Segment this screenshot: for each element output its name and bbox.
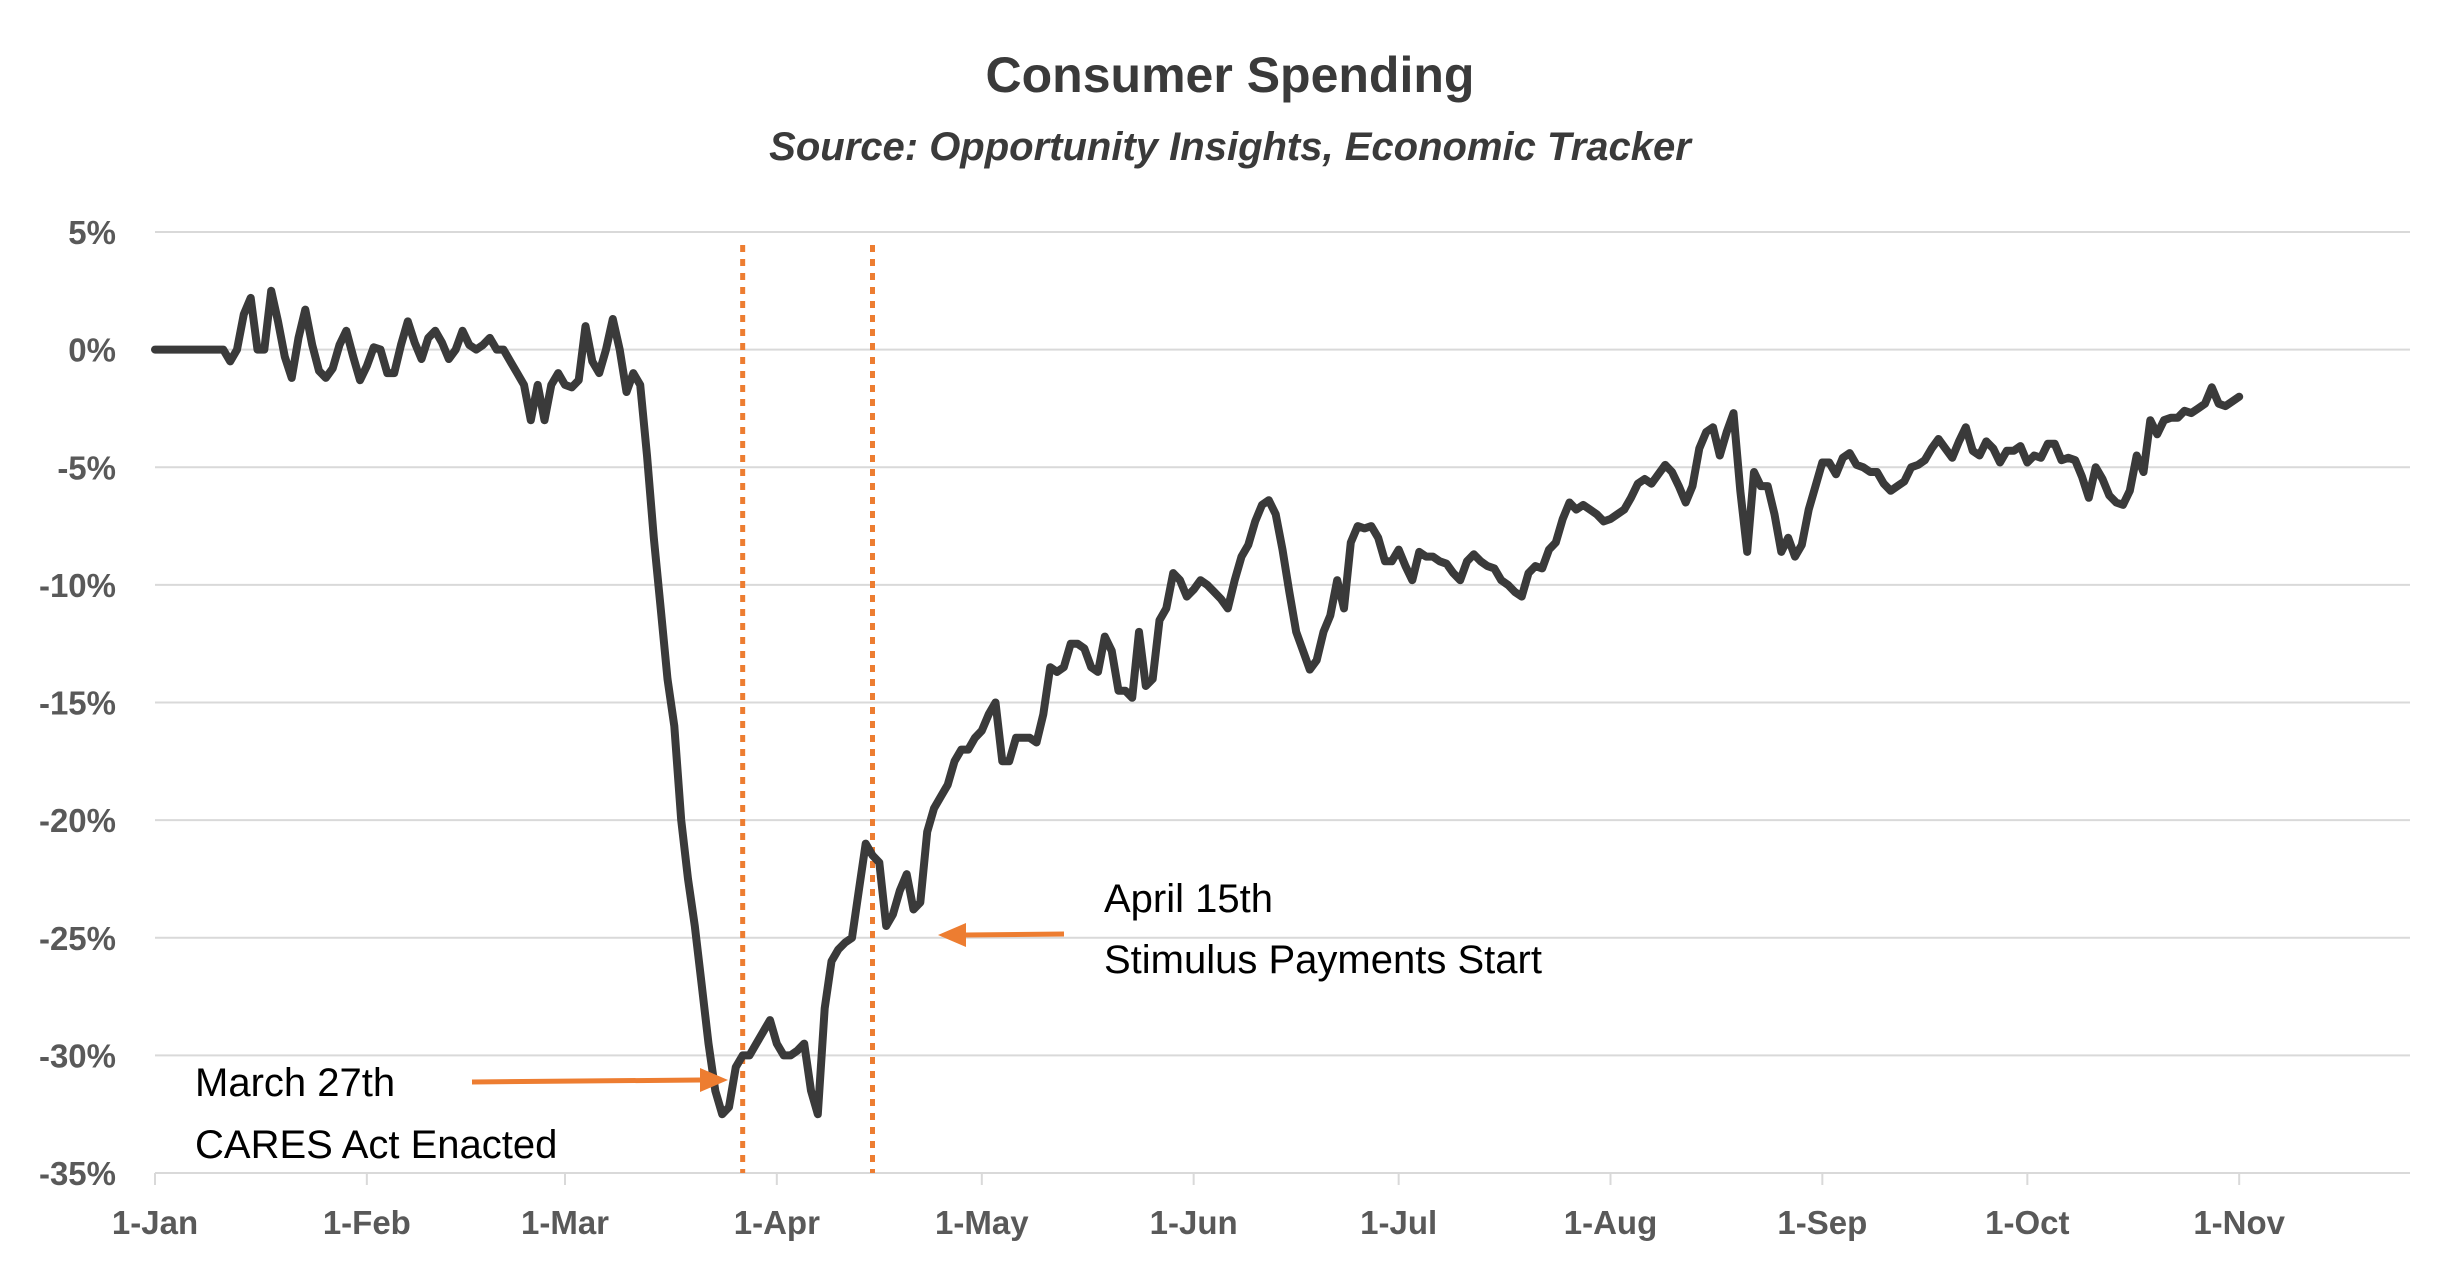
x-tick-label: 1-Sep xyxy=(1777,1204,1867,1241)
y-tick-label: -5% xyxy=(57,449,116,486)
cares-arrow-line xyxy=(471,1077,701,1085)
y-tick-label: -30% xyxy=(39,1037,116,1074)
x-tick-label: 1-Nov xyxy=(2193,1204,2285,1241)
cares-label-line2: CARES Act Enacted xyxy=(195,1123,557,1167)
gridlines xyxy=(155,231,2410,1174)
chart-title: Consumer Spending xyxy=(986,47,1475,103)
y-tick-label: 5% xyxy=(68,214,116,251)
y-axis-ticks: 5% 0% -5% -10% -15% -20% -25% -30% -35% xyxy=(39,214,116,1192)
cares-label-line1: March 27th xyxy=(195,1061,395,1105)
stimulus-label-line2: Stimulus Payments Start xyxy=(1104,938,1542,982)
x-tick-label: 1-Oct xyxy=(1985,1204,2069,1241)
stimulus-arrow-head xyxy=(938,923,966,947)
y-tick-label: -35% xyxy=(39,1155,116,1192)
stimulus-annotation: April 15th Stimulus Payments Start xyxy=(938,877,1542,982)
x-tick-label: 1-Feb xyxy=(323,1204,411,1241)
y-tick-label: -10% xyxy=(39,567,116,604)
y-tick-label: -15% xyxy=(39,685,116,722)
x-axis-ticks: 1-Jan 1-Feb 1-Mar 1-Apr 1-May 1-Jun 1-Jul 1-Aug… xyxy=(112,1173,2286,1241)
annotation-vertical-lines xyxy=(740,245,875,1173)
stimulus-arrow-line xyxy=(965,931,1065,938)
series-line-consumer-spending xyxy=(151,286,2244,1119)
x-tick-label: 1-Aug xyxy=(1564,1204,1658,1241)
x-tick-label: 1-Jun xyxy=(1150,1204,1238,1241)
cares-annotation: March 27th CARES Act Enacted xyxy=(195,1061,728,1167)
stimulus-label-line1: April 15th xyxy=(1104,877,1273,921)
series-group xyxy=(151,286,2244,1119)
x-tick-label: 1-Jan xyxy=(112,1204,198,1241)
x-tick-label: 1-Mar xyxy=(521,1204,609,1241)
x-tick-label: 1-May xyxy=(935,1204,1029,1241)
y-tick-label: -20% xyxy=(39,802,116,839)
cares-arrow-head xyxy=(700,1068,728,1092)
x-tick-label: 1-Jul xyxy=(1360,1204,1437,1241)
chart-subtitle: Source: Opportunity Insights, Economic T… xyxy=(769,125,1693,169)
y-tick-label: 0% xyxy=(68,332,116,369)
y-tick-label: -25% xyxy=(39,920,116,957)
x-tick-label: 1-Apr xyxy=(734,1204,820,1241)
